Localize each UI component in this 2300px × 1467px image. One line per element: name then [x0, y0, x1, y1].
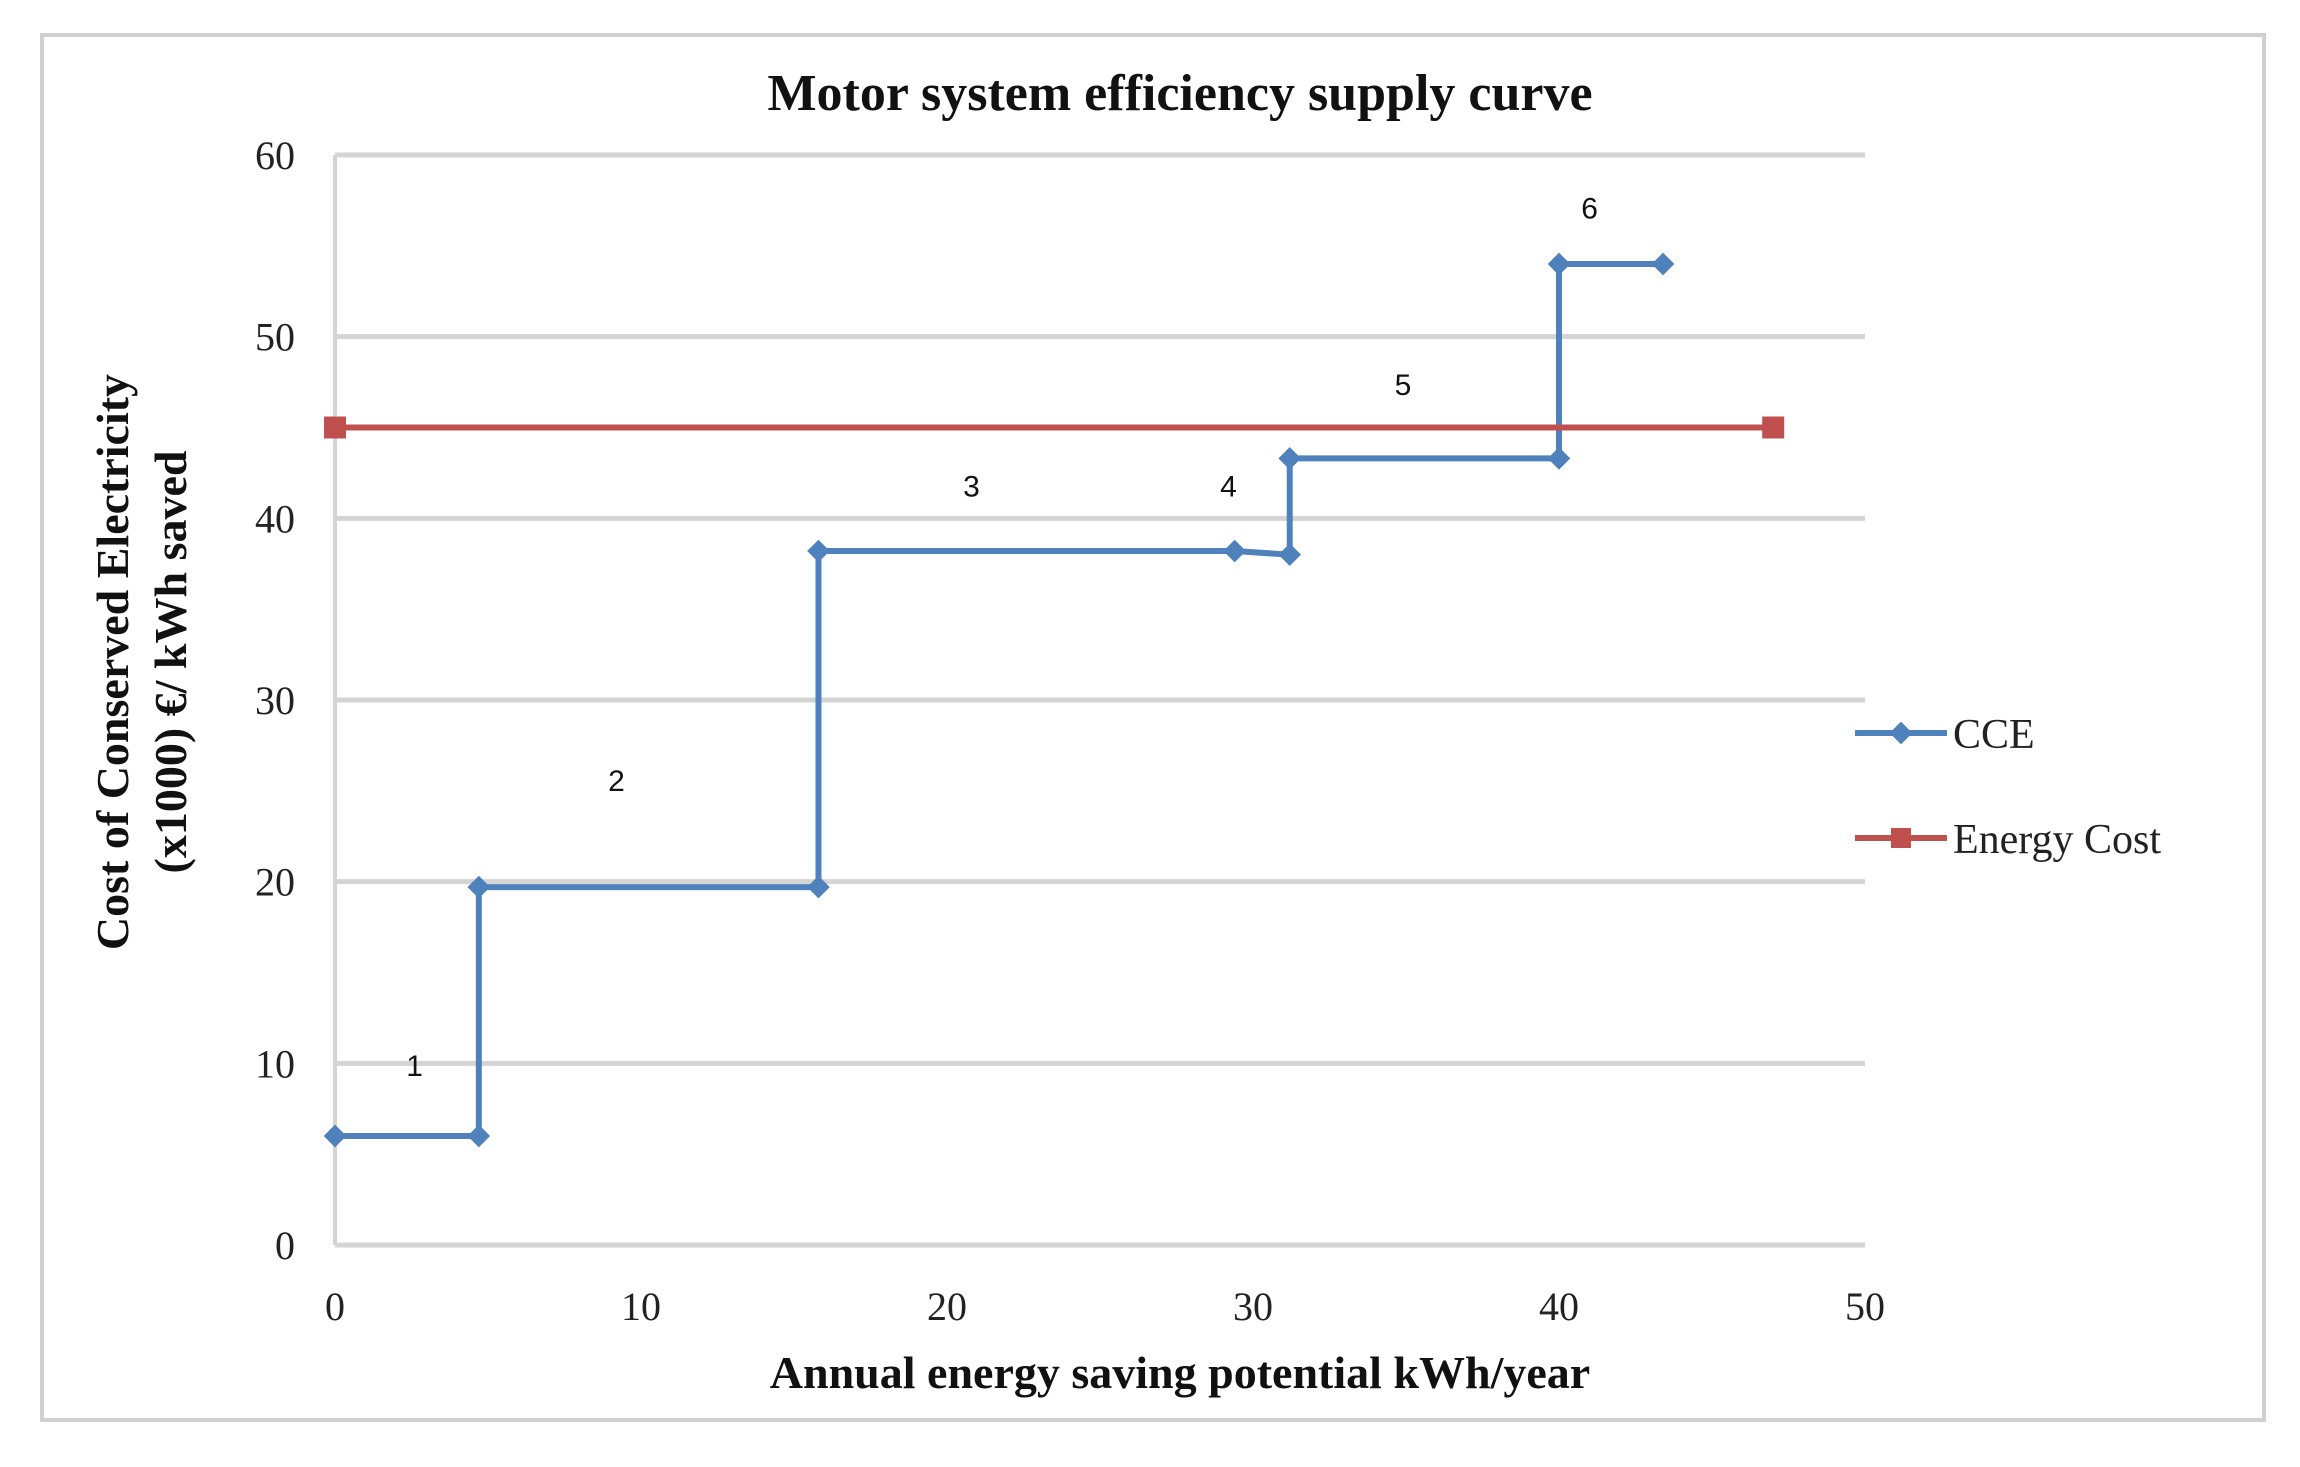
step-label: 6 [1581, 193, 1598, 226]
series [323, 252, 1785, 1148]
data-point-cce [323, 1124, 347, 1148]
x-tick-label: 40 [1539, 1284, 1579, 1329]
step-label: 3 [963, 471, 980, 504]
data-point-cce [1547, 447, 1571, 470]
chart-frame [40, 33, 2266, 1422]
legend-item-energy-cost: Energy Cost [1855, 817, 2161, 863]
step-label: 2 [608, 765, 625, 798]
data-point-cce [1278, 543, 1302, 566]
legend-label-energy-cost: Energy Cost [1953, 817, 2161, 863]
step-label: 1 [406, 1050, 423, 1083]
data-point-cce [1651, 252, 1675, 276]
y-tick-label: 50 [255, 315, 295, 360]
y-tick-label: 40 [255, 496, 295, 541]
x-axis-title: Annual energy saving potential kWh/year [770, 1347, 1590, 1398]
data-point-cce [467, 1124, 491, 1148]
data-point-cce [807, 875, 830, 899]
legend-marker-cce [1889, 721, 1913, 745]
y-axis-title: Cost of Conserved Electricity (x1000) €/… [87, 374, 196, 950]
step-label: 4 [1220, 471, 1237, 504]
data-point-cce [467, 875, 491, 899]
data-point-cce [1223, 539, 1246, 563]
legend-label-cce: CCE [1953, 712, 2035, 758]
step-label: 5 [1395, 369, 1412, 402]
y-tick-label: 30 [255, 678, 295, 723]
data-point-energy-cost [1762, 416, 1785, 439]
x-ticks: 0 10 20 30 40 50 [325, 1284, 1885, 1329]
legend-item-cce: CCE [1855, 712, 2035, 758]
y-ticks: 0 10 20 30 40 50 60 [255, 133, 295, 1268]
data-point-cce [1547, 252, 1571, 276]
x-tick-label: 10 [621, 1284, 661, 1329]
x-tick-label: 20 [927, 1284, 967, 1329]
x-tick-label: 0 [325, 1284, 345, 1329]
legend-marker-energy-cost [1891, 828, 1911, 848]
legend: CCE Energy Cost [1855, 712, 2161, 863]
y-axis-title-line1: Cost of Conserved Electricity [87, 374, 138, 950]
y-axis-title-line2: (x1000) €/ kWh saved [145, 450, 196, 873]
grid [333, 152, 1865, 1248]
chart-title: Motor system efficiency supply curve [767, 65, 1592, 122]
y-tick-label: 10 [255, 1041, 295, 1086]
data-point-energy-cost [324, 416, 346, 439]
y-tick-label: 0 [275, 1223, 295, 1268]
y-tick-label: 60 [255, 133, 295, 178]
step-labels: 1 2 3 4 5 6 [406, 193, 1598, 1083]
data-point-cce [807, 539, 830, 563]
y-tick-label: 20 [255, 860, 295, 905]
x-tick-label: 50 [1845, 1284, 1885, 1329]
data-point-cce [1278, 447, 1302, 470]
x-tick-label: 30 [1233, 1284, 1273, 1329]
